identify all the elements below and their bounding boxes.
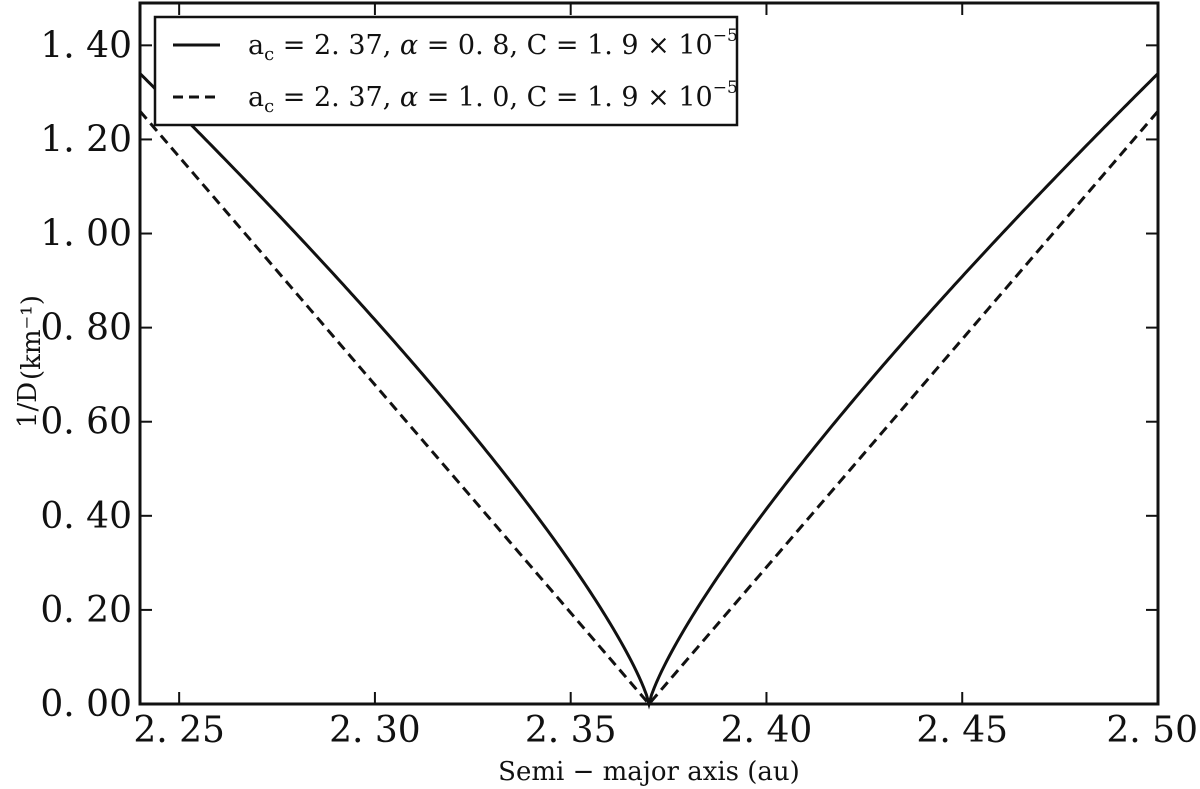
legend: ac = 2. 37, α = 0. 8, C = 1. 9 × 10−5 ac… — [153, 15, 739, 127]
legend-box — [153, 15, 739, 127]
y-tick-label: 0. 00 — [40, 684, 132, 725]
y-tick-label: 0. 80 — [40, 308, 132, 349]
y-axis-unit: (km⁻¹) — [17, 295, 47, 380]
x-tick-label: 2. 25 — [133, 710, 225, 751]
x-tick-label: 2. 45 — [916, 710, 1008, 751]
series-layer — [138, 72, 1160, 710]
x-tick-label: 2. 35 — [525, 710, 617, 751]
series-line-dashed — [138, 110, 1160, 707]
legend-label-solid: ac = 2. 37, α = 0. 8, C = 1. 9 × 10−5 — [248, 26, 738, 65]
legend-label-dashed: ac = 2. 37, α = 1. 0, C = 1. 9 × 10−5 — [248, 78, 738, 117]
y-tick-label: 0. 20 — [40, 590, 132, 631]
ticks-layer: 2. 25 2. 30 2. 35 2. 40 2. 45 2. 50 0. 00 0. 20… — [40, 3, 1198, 751]
y-tick-label: 0. 40 — [40, 496, 132, 537]
x-tick-label: 2. 50 — [1106, 710, 1198, 751]
y-tick-label: 1. 00 — [40, 214, 132, 255]
y-axis-fraction: 1/D — [13, 382, 43, 428]
plot-frame — [138, 1, 1160, 706]
y-tick-label: 1. 20 — [40, 119, 132, 160]
x-tick-label: 2. 30 — [329, 710, 421, 751]
y-tick-label: 0. 60 — [40, 402, 132, 443]
y-axis-title: 1/D (km⁻¹) — [13, 295, 47, 428]
x-tick-label: 2. 40 — [721, 710, 813, 751]
y-tick-label: 1. 40 — [40, 25, 132, 66]
series-line-solid — [138, 72, 1160, 710]
x-axis-title: Semi − major axis (au) — [498, 757, 800, 787]
